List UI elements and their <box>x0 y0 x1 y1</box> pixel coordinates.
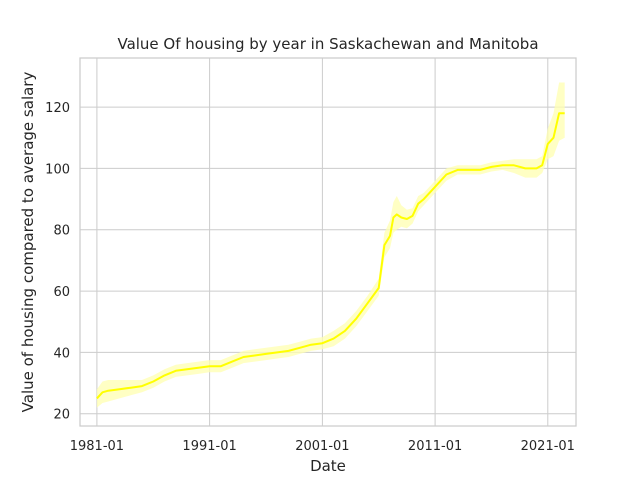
series-line <box>96 112 565 400</box>
x-tick-label: 1991-01 <box>182 439 236 454</box>
y-tick-label: 80 <box>53 224 70 239</box>
y-tick-label: 40 <box>53 346 70 361</box>
y-tick-label: 60 <box>53 285 70 300</box>
x-tick-label: 2001-01 <box>295 439 349 454</box>
x-tick-label: 2021-01 <box>521 439 575 454</box>
x-axis-title: Date <box>310 457 346 475</box>
confidence-band <box>96 82 565 408</box>
series-line-layer <box>96 112 565 400</box>
y-tick-label: 20 <box>53 408 70 423</box>
x-tick-labels: 1981-01 1991-01 2001-01 2011-01 2021-01 <box>70 439 575 454</box>
grid <box>80 58 576 426</box>
y-tick-label: 100 <box>45 162 70 177</box>
x-tick-label: 2011-01 <box>408 439 462 454</box>
x-tick-label: 1981-01 <box>70 439 124 454</box>
chart-title: Value Of housing by year in Saskachewan … <box>117 35 538 53</box>
plot-frame <box>79 57 577 427</box>
confidence-band-layer <box>96 82 565 408</box>
y-tick-label: 120 <box>45 101 70 116</box>
y-axis-title: Value of housing compared to average sal… <box>19 72 37 413</box>
y-tick-labels: 20 40 60 80 100 120 <box>45 101 70 423</box>
